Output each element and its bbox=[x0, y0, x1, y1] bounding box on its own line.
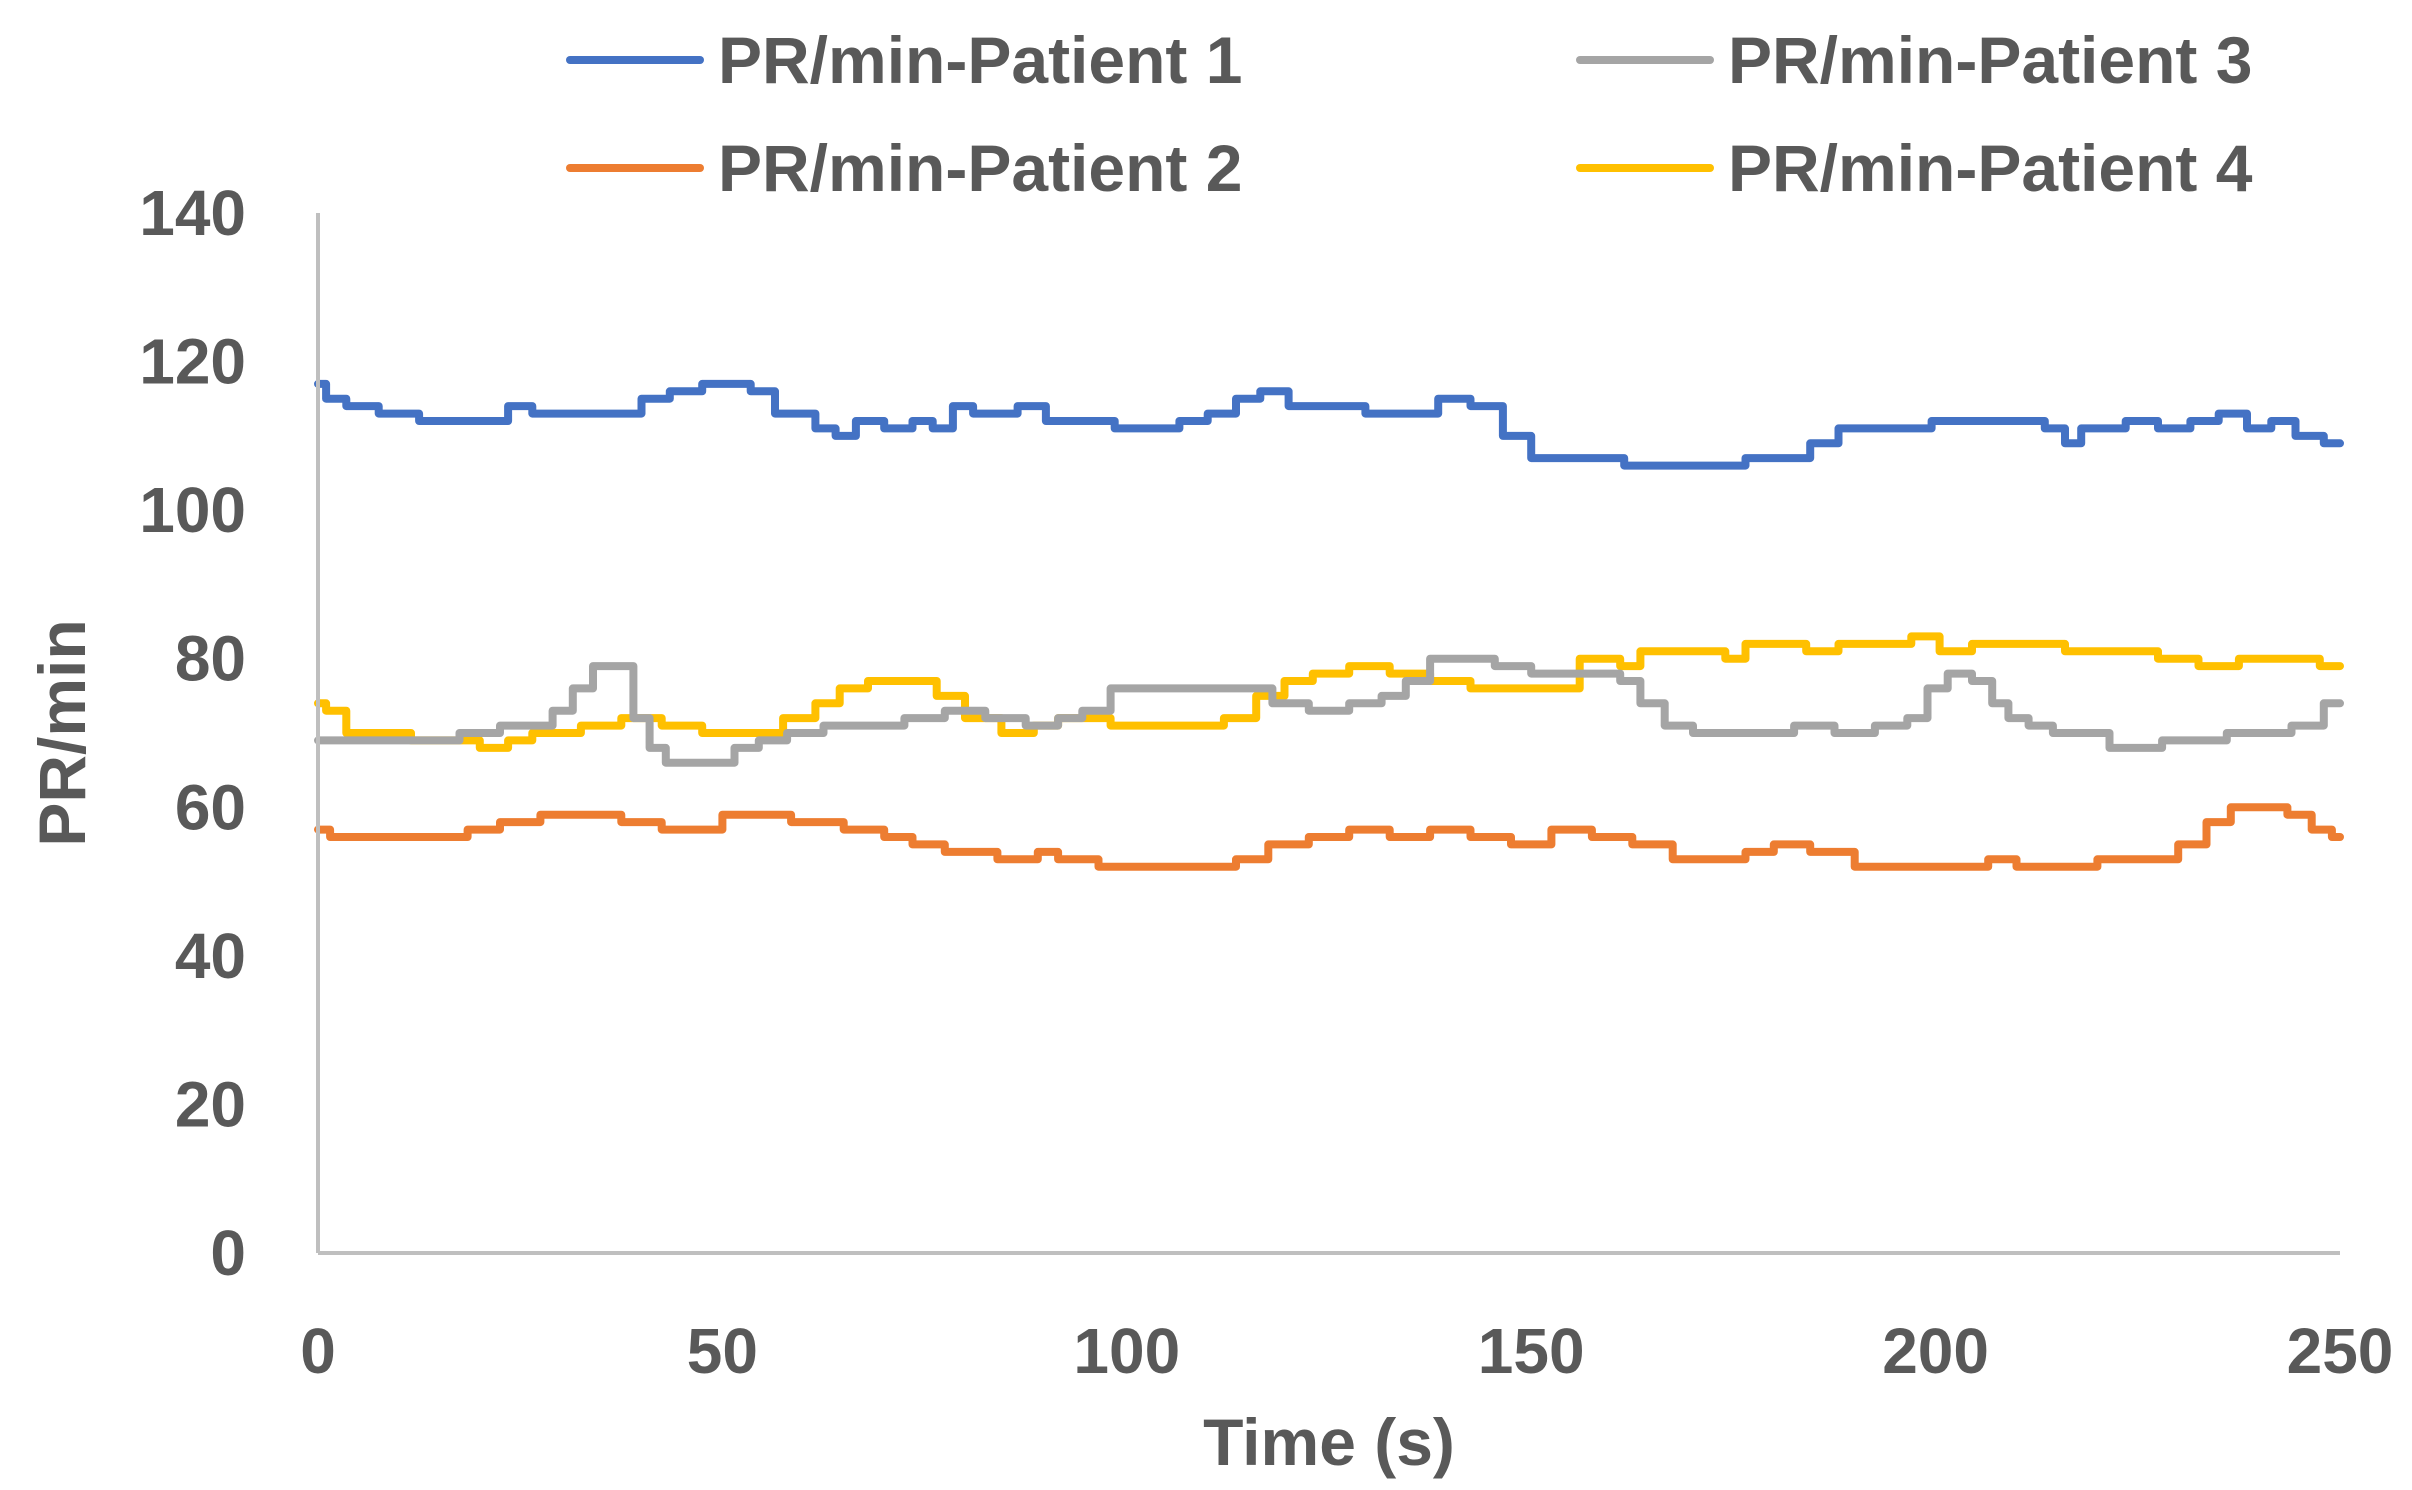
x-tick-label: 250 bbox=[2287, 1315, 2394, 1387]
x-tick-label: 50 bbox=[687, 1315, 758, 1387]
plot-area bbox=[314, 213, 2344, 1255]
y-axis-ticks: 0 20 40 60 80 100 120 140 bbox=[139, 177, 246, 1289]
x-tick-label: 200 bbox=[1882, 1315, 1989, 1387]
legend-label-patient-4: PR/min-Patient 4 bbox=[1728, 131, 2253, 205]
legend-label-patient-1: PR/min-Patient 1 bbox=[718, 23, 1242, 97]
x-tick-label: 0 bbox=[300, 1315, 336, 1387]
series-line-patient-2 bbox=[314, 803, 2344, 871]
x-tick-label: 100 bbox=[1073, 1315, 1180, 1387]
series-line-patient-3 bbox=[314, 654, 2344, 767]
y-tick-label: 20 bbox=[175, 1068, 246, 1140]
legend-label-patient-3: PR/min-Patient 3 bbox=[1728, 23, 2252, 97]
y-tick-label: 40 bbox=[175, 920, 246, 992]
y-tick-label: 140 bbox=[139, 177, 246, 249]
x-tick-label: 150 bbox=[1478, 1315, 1585, 1387]
y-tick-label: 60 bbox=[175, 771, 246, 843]
y-tick-label: 0 bbox=[210, 1217, 246, 1289]
series-layer bbox=[314, 379, 2344, 871]
y-tick-label: 120 bbox=[139, 326, 246, 398]
y-tick-label: 80 bbox=[175, 623, 246, 695]
series-line-patient-1 bbox=[314, 379, 2344, 470]
legend-label-patient-2: PR/min-Patient 2 bbox=[718, 131, 1242, 205]
x-axis-ticks: 0 50 100 150 200 250 bbox=[300, 1315, 2393, 1387]
legend: PR/min-Patient 1 PR/min-Patient 2 PR/min-P… bbox=[566, 23, 2253, 205]
y-tick-label: 100 bbox=[139, 474, 246, 546]
x-axis-title: Time (s) bbox=[1203, 1405, 1455, 1479]
y-axis-title: PR/min bbox=[25, 619, 99, 846]
series-line-patient-4 bbox=[314, 632, 2344, 752]
